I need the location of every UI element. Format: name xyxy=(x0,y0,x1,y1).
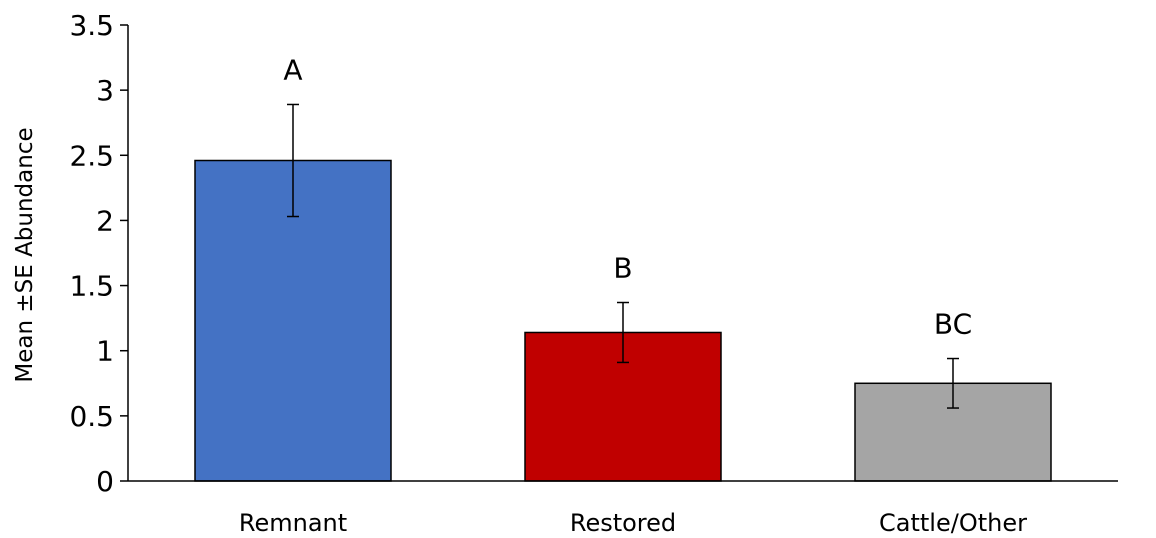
significance-labels-group: A B BC xyxy=(283,53,972,340)
y-tick-label: 2.5 xyxy=(69,139,114,172)
x-axis: Remnant Restored Cattle/Other xyxy=(128,480,1118,537)
y-tick-label: 2 xyxy=(96,204,114,237)
y-axis: 0 0.5 1 1.5 2 2.5 3 3.5 xyxy=(69,9,129,498)
significance-label: BC xyxy=(934,308,972,341)
y-axis-title: Mean ±SE Abundance xyxy=(12,127,38,382)
significance-label: A xyxy=(283,53,302,86)
y-tick-label: 0.5 xyxy=(69,400,114,433)
y-tick-label: 3 xyxy=(96,74,114,107)
x-category-label: Restored xyxy=(570,509,676,537)
x-category-label: Cattle/Other xyxy=(879,509,1027,537)
y-tick-label: 0 xyxy=(96,465,114,498)
y-tick-label: 3.5 xyxy=(69,9,114,42)
x-category-label: Remnant xyxy=(239,509,347,537)
significance-label: B xyxy=(613,252,632,285)
y-tick-label: 1.5 xyxy=(69,270,114,303)
y-tick-label: 1 xyxy=(96,335,114,368)
error-bars-group xyxy=(287,103,959,409)
